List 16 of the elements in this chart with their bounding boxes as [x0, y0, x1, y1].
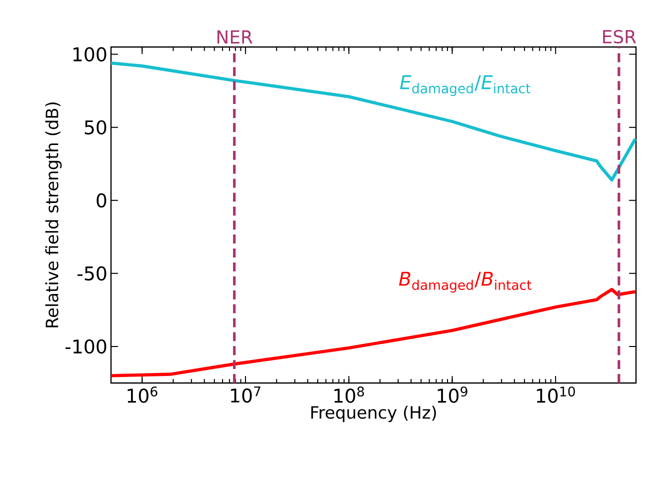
series-label: B$_{damaged}$/B$_{intact}$	[399, 272, 532, 293]
y-axis-title: Relative field strength (dB)	[45, 102, 62, 328]
series-label: E$_{damaged}$/E$_{intact}$	[400, 75, 530, 96]
x-tick-label: 10$^{6}$	[128, 386, 158, 403]
ref-line-label: ESR	[603, 30, 636, 44]
y-tick-label: 50	[84, 120, 106, 135]
x-tick-label: 10$^{9}$	[438, 386, 468, 403]
x-axis-title: Frequency (Hz)	[311, 406, 436, 422]
y-tick-label: 0	[96, 193, 106, 208]
y-tick-label: -100	[65, 339, 106, 354]
x-tick-label: 10$^{7}$	[231, 386, 260, 403]
y-tick-label: 100	[73, 47, 106, 62]
y-tick-label: -50	[77, 266, 106, 281]
ref-line-label: NER	[217, 30, 252, 44]
x-tick-label: 10$^{8}$	[334, 386, 364, 403]
x-tick-label: 10$^{10}$	[536, 386, 575, 403]
